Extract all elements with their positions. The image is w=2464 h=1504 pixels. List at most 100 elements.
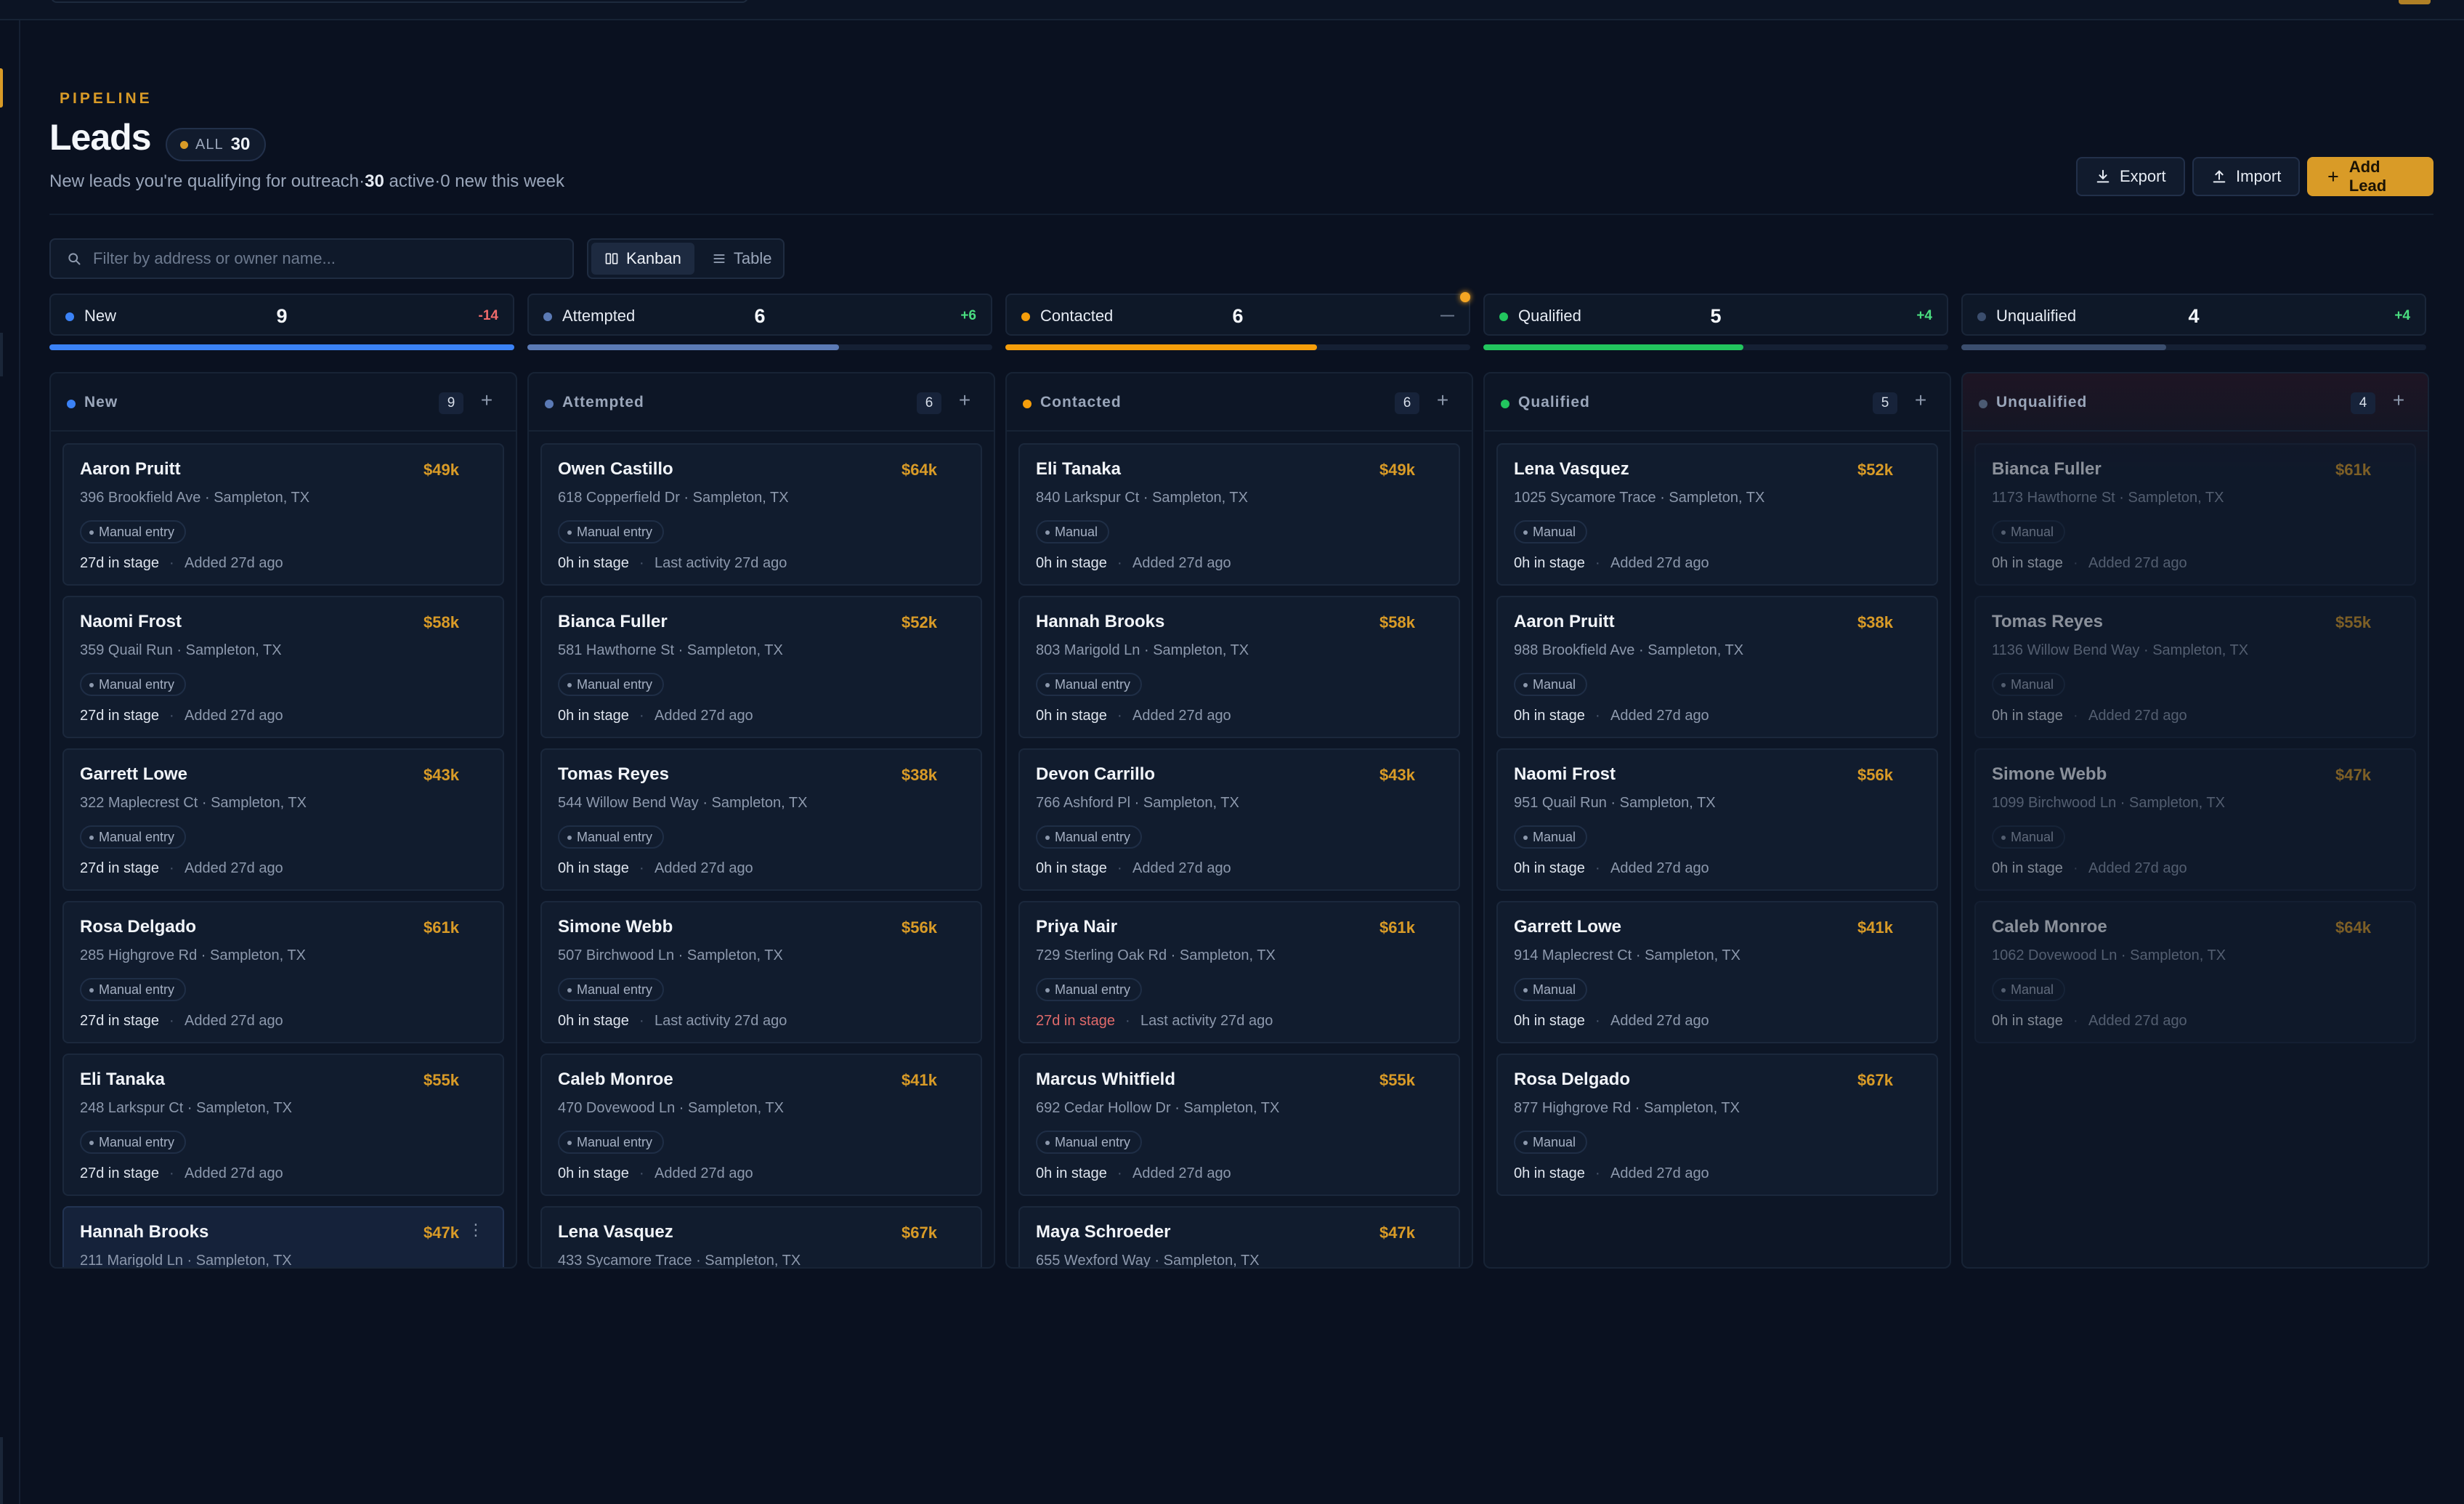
stage-summary-qualified[interactable]: Qualified 5 +4 [1483,294,1948,336]
add-card-button[interactable]: + [1436,389,1449,411]
meta-separator: · [169,1165,174,1181]
lead-address: 988 Brookfield Ave · Sampleton, TX [1514,642,1744,658]
lead-source-tag: Manual [1514,978,1588,1001]
stage-summary-new[interactable]: New 9 -14 [49,294,514,336]
lead-card[interactable]: Tomas Reyes $55k 1136 Willow Bend Way · Sa… [1974,596,2416,738]
meta-separator: · [639,860,644,876]
stage-summary-contacted[interactable]: Contacted 6 — [1005,292,1470,336]
stage-summary-unqualified[interactable]: Unqualified 4 +4 [1961,294,2426,336]
lead-card[interactable]: Maya Schroeder $47k 655 Wexford Way · Samp… [1018,1206,1460,1267]
lead-card[interactable]: Garrett Lowe $43k 322 Maplecrest Ct · Samp… [62,748,504,891]
lead-card[interactable]: Devon Carrillo $43k 766 Ashford Pl · Sampl… [1018,748,1460,891]
lead-name: Eli Tanaka [80,1070,165,1089]
time-in-stage: 27d in stage [80,860,159,876]
lead-card[interactable]: Marcus Whitfield $55k 692 Cedar Hollow Dr … [1018,1054,1460,1196]
add-card-button[interactable]: + [480,389,493,411]
add-card-button[interactable]: + [2392,389,2405,411]
lead-card[interactable]: Priya Nair $61k 729 Sterling Oak Rd · Samp… [1018,901,1460,1043]
table-view-button[interactable]: Table [699,243,785,275]
lead-source-tag: Manual entry [1036,673,1143,696]
plus-icon [2328,171,2338,182]
kanban-icon [605,253,618,264]
lead-card[interactable]: Rosa Delgado $67k 877 Highgrove Rd · Sampl… [1496,1054,1938,1196]
lead-activity: Added 27d ago [1610,1013,1709,1029]
kanban-label: Kanban [626,249,681,267]
lead-card[interactable]: Rosa Delgado $61k 285 Highgrove Rd · Sampl… [62,901,504,1043]
filter-input[interactable] [93,249,558,268]
lead-address: 951 Quail Run · Sampleton, TX [1514,795,1716,811]
lead-card[interactable]: Simone Webb $47k 1099 Birchwood Ln · Sampl… [1974,748,2416,891]
lead-card[interactable]: Hannah Brooks $58k 803 Marigold Ln · Sampl… [1018,596,1460,738]
lead-card[interactable]: Lena Vasquez $67k 433 Sycamore Trace · Sam… [540,1206,982,1269]
stage-progress-fill [1961,344,2166,350]
time-in-stage: 0h in stage [558,1013,629,1029]
lead-activity: Added 27d ago [1132,708,1231,724]
lead-activity: Added 27d ago [1132,860,1231,876]
stage-dot-icon [1977,312,1986,321]
lead-card[interactable]: Bianca Fuller $52k 581 Hawthorne St · Samp… [540,596,982,738]
lead-card[interactable]: Owen Castillo $64k 618 Copperfield Dr · Sa… [540,443,982,586]
stage-summary-name: Attempted [562,307,636,325]
global-search-box[interactable] [51,0,748,3]
filter-box [49,238,574,279]
lead-card[interactable]: Garrett Lowe $41k 914 Maplecrest Ct · Samp… [1496,901,1938,1043]
stage-dot-icon [1499,312,1508,321]
column-count: 6 [1395,392,1419,414]
stage-summary-attempted[interactable]: Attempted 6 +6 [527,294,992,336]
more-options-icon[interactable]: ⋮ [468,1221,484,1239]
lead-name: Caleb Monroe [558,1070,673,1089]
lead-activity: Added 27d ago [185,1165,283,1181]
stage-dot-icon [1023,400,1032,408]
lead-value: $41k [901,1071,937,1089]
lead-name: Lena Vasquez [558,1222,673,1242]
time-in-stage: 27d in stage [80,555,159,571]
column-header: Attempted 6 + [529,373,994,432]
lead-value: $58k [423,613,459,631]
page-header: PIPELINE Leads ALL 30 New leads you're q… [49,87,2433,215]
lead-card[interactable]: Lena Vasquez $52k 1025 Sycamore Trace · Sa… [1496,443,1938,586]
stage-summary-name: Unqualified [1996,307,2077,325]
lead-address: 729 Sterling Oak Rd · Sampleton, TX [1036,947,1276,963]
kanban-view-button[interactable]: Kanban [591,243,694,275]
meta-separator: · [639,555,644,571]
lead-value: $61k [2335,461,2371,479]
import-label: Import [2236,167,2282,185]
stage-dot-icon [65,312,74,321]
lead-value: $43k [1379,766,1415,784]
rail-active-marker [0,68,3,108]
lead-card[interactable]: Aaron Pruitt $49k 396 Brookfield Ave · Sam… [62,443,504,586]
add-card-button[interactable]: + [958,389,971,411]
lead-address: 433 Sycamore Trace · Sampleton, TX [558,1253,801,1269]
stage-progress-track [49,344,514,350]
lead-card[interactable]: Eli Tanaka $55k 248 Larkspur Ct · Sampleto… [62,1054,504,1196]
stage-summary-delta: +6 [960,308,976,323]
lead-card[interactable]: Naomi Frost $58k 359 Quail Run · Sampleton… [62,596,504,738]
lead-card[interactable]: Aaron Pruitt $38k 988 Brookfield Ave · Sam… [1496,596,1938,738]
column-count: 9 [439,392,463,414]
add-card-button[interactable]: + [1914,389,1927,411]
lead-source-tag: Manual [1992,673,2066,696]
lead-card[interactable]: Bianca Fuller $61k 1173 Hawthorne St · Sam… [1974,443,2416,586]
lead-activity: Added 27d ago [2088,860,2187,876]
lead-address: 1025 Sycamore Trace · Sampleton, TX [1514,490,1765,506]
lead-address: 766 Ashford Pl · Sampleton, TX [1036,795,1239,811]
column-title: Unqualified [1996,394,2088,411]
stage-progress-track [1483,344,1948,350]
import-button[interactable]: Import [2192,157,2301,196]
lead-card[interactable]: Simone Webb $56k 507 Birchwood Ln · Sample… [540,901,982,1043]
lead-source-tag: Manual entry [80,1131,187,1154]
lead-card[interactable]: Eli Tanaka $49k 840 Larkspur Ct · Sampleto… [1018,443,1460,586]
lead-card[interactable]: Caleb Monroe $41k 470 Dovewood Ln · Sample… [540,1054,982,1196]
lead-source-tag: Manual entry [80,673,187,696]
lead-activity: Added 27d ago [1132,555,1231,571]
stage-summary-delta: -14 [478,308,498,323]
add-lead-button[interactable]: Add Lead [2307,157,2433,196]
lead-source-tag: Manual entry [1036,978,1143,1001]
lead-card[interactable]: Caleb Monroe $64k 1062 Dovewood Ln · Sampl… [1974,901,2416,1043]
lead-address: 322 Maplecrest Ct · Sampleton, TX [80,795,307,811]
lead-card[interactable]: Naomi Frost $56k 951 Quail Run · Sampleton… [1496,748,1938,891]
lead-card[interactable]: Hannah Brooks $47k 211 Marigold Ln · Sampl… [62,1206,504,1267]
export-button[interactable]: Export [2076,157,2185,196]
stage-summary-count: 6 [1232,305,1244,327]
lead-card[interactable]: Tomas Reyes $38k 544 Willow Bend Way · Sam… [540,748,982,891]
